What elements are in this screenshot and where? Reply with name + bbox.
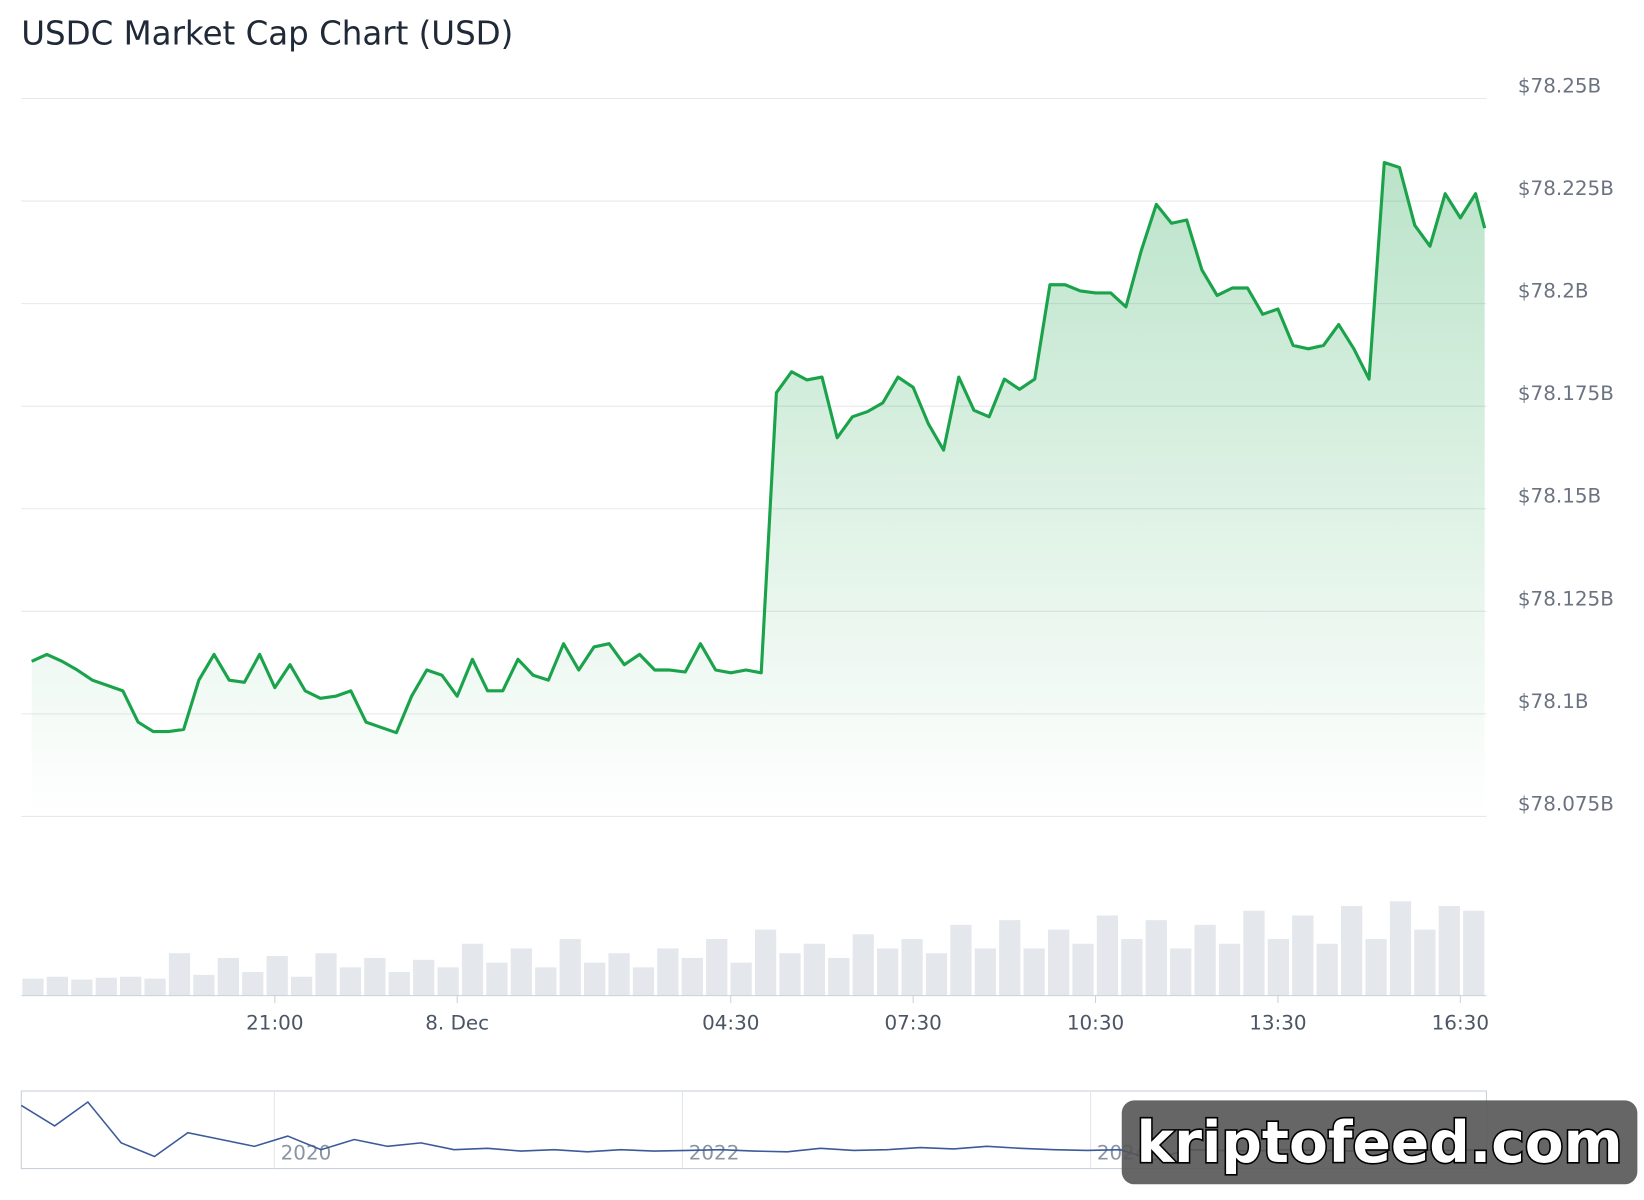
volume-bar	[1047, 929, 1070, 996]
volume-bar	[901, 939, 923, 996]
volume-bar	[1389, 901, 1412, 996]
volume-bar	[461, 943, 484, 996]
volume-bar	[535, 967, 557, 996]
volume-bar	[925, 953, 948, 996]
volume-bar	[95, 977, 117, 996]
volume-bar	[1414, 929, 1436, 996]
chart-title: USDC Market Cap Chart (USD)	[21, 15, 513, 53]
navigator-label: 2020	[281, 1141, 332, 1164]
volume-bar	[486, 962, 508, 996]
volume-bar	[1365, 939, 1387, 996]
y-tick-label: $78.25B	[1518, 74, 1601, 97]
volume-bar	[120, 976, 142, 996]
y-tick-label: $78.175B	[1518, 382, 1614, 405]
volume-bar	[681, 957, 703, 996]
volume-bar	[632, 967, 655, 996]
watermark-bg	[1121, 1100, 1638, 1185]
x-tick-label: 07:30	[884, 1011, 941, 1034]
volume-bar	[1218, 943, 1241, 996]
volume-bar	[1023, 948, 1045, 996]
volume-bar	[583, 962, 606, 996]
volume-bar	[22, 978, 44, 996]
volume-bar	[559, 939, 581, 996]
volume-bar	[510, 948, 533, 996]
volume-bar	[828, 957, 850, 996]
volume-bar	[266, 956, 288, 996]
x-tick-label: 13:30	[1249, 1011, 1306, 1034]
x-tick-label: 04:30	[702, 1011, 759, 1034]
volume-bar	[1096, 915, 1119, 996]
volume-bar	[1243, 910, 1265, 996]
volume-bar	[852, 934, 874, 996]
y-tick-label: $78.2B	[1518, 280, 1589, 303]
x-tick-label: 8. Dec	[425, 1011, 489, 1034]
volume-bar	[339, 967, 362, 996]
area-fill	[31, 162, 1485, 817]
volume-bar	[1194, 924, 1216, 996]
volume-bar	[706, 939, 728, 996]
watermark-box: kriptofeed.com	[1121, 1100, 1638, 1185]
volume-bar	[1145, 920, 1167, 996]
volume-bar	[217, 957, 239, 996]
volume-bar	[437, 967, 459, 996]
volume-bar	[803, 943, 826, 996]
volume-bar	[193, 974, 215, 996]
volume-bar	[1267, 939, 1290, 996]
volume-bar	[388, 972, 410, 996]
navigator-label: 2022	[689, 1141, 740, 1164]
volume-bar	[657, 948, 679, 996]
volume-bar	[779, 953, 801, 996]
volume-bar	[168, 953, 191, 996]
y-tick-label: $78.225B	[1518, 177, 1614, 200]
volume-bar	[608, 953, 630, 996]
x-tick-label: 16:30	[1432, 1011, 1489, 1034]
volume-bar	[1340, 906, 1363, 996]
volume-bar	[730, 962, 752, 996]
volume-bar	[144, 978, 166, 996]
x-tick-label: 10:30	[1067, 1011, 1124, 1034]
volume-bar	[1072, 943, 1094, 996]
volume-bar	[754, 929, 777, 996]
volume-bar	[242, 972, 264, 996]
volume-bar	[290, 976, 313, 996]
volume-bar	[1438, 906, 1460, 996]
volume-bar	[1170, 948, 1192, 996]
watermark: kriptofeed.com	[1137, 1110, 1623, 1176]
volume-bar	[877, 948, 899, 996]
y-tick-label: $78.1B	[1518, 690, 1589, 713]
volume-bar	[1292, 915, 1314, 996]
volume-bar	[413, 959, 435, 996]
y-tick-label: $78.075B	[1518, 792, 1614, 815]
volume-bar	[974, 948, 996, 996]
volume-bar	[950, 924, 972, 996]
volume-bar	[1463, 910, 1485, 996]
volume-bar	[46, 976, 69, 996]
volume-bar	[999, 920, 1021, 996]
volume-bar	[315, 953, 337, 996]
y-tick-label: $78.125B	[1518, 587, 1614, 610]
volume-bar	[71, 979, 93, 996]
volume-bar	[364, 957, 386, 996]
volume-bar	[1316, 943, 1338, 996]
x-tick-label: 21:00	[246, 1011, 303, 1034]
volume-bar	[1121, 939, 1143, 996]
y-tick-label: $78.15B	[1518, 485, 1601, 508]
line	[31, 160, 1487, 735]
